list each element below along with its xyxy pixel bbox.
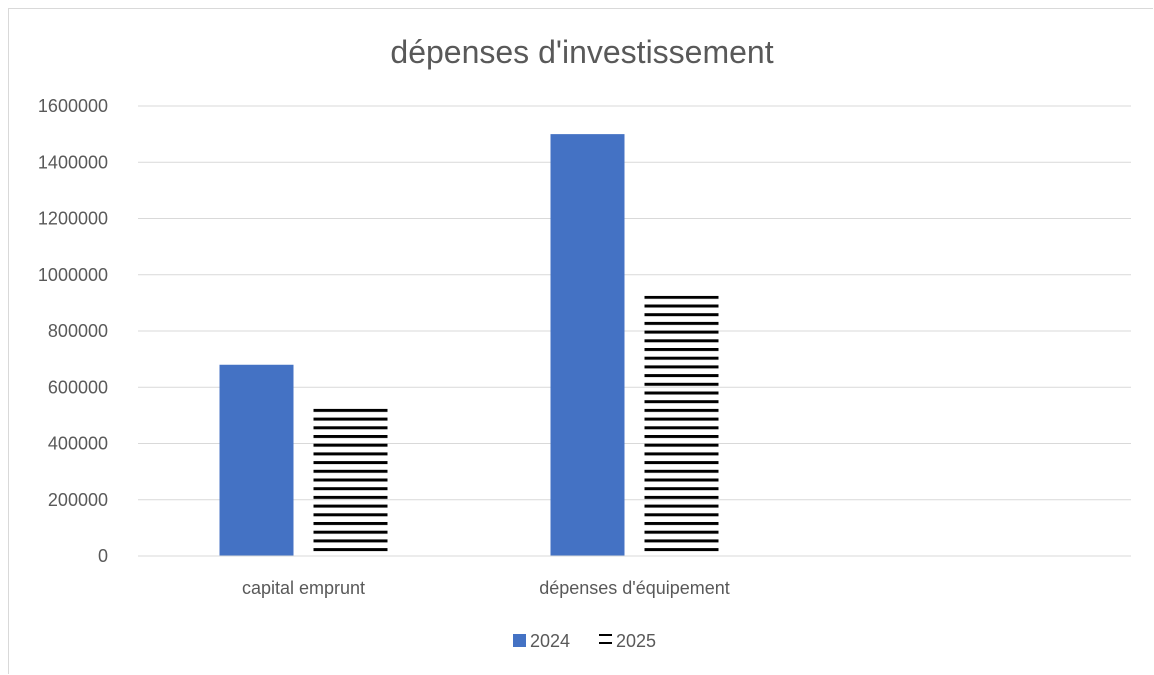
legend-label-2024: 2024	[530, 631, 570, 651]
legend-swatch-2025	[599, 634, 612, 644]
x-tick-label: capital emprunt	[242, 578, 365, 598]
legend-swatch-stripe	[599, 634, 612, 636]
legend-swatch-2024	[513, 634, 526, 647]
bar-2024-depenses-equipement	[550, 134, 625, 556]
y-tick-label: 800000	[48, 321, 108, 341]
y-tick-label: 1200000	[38, 209, 108, 229]
x-axis: capital emprunt dépenses d'équipement	[138, 555, 1131, 598]
bars	[219, 134, 719, 556]
legend-swatch-stripe	[599, 642, 612, 644]
y-tick-label: 600000	[48, 377, 108, 397]
legend: 2024 2025	[513, 631, 656, 651]
bar-2025-capital-emprunt	[313, 406, 388, 556]
y-tick-label: 0	[98, 546, 108, 566]
y-tick-label: 1400000	[38, 152, 108, 172]
legend-label-2025: 2025	[616, 631, 656, 651]
x-tick-label: dépenses d'équipement	[539, 578, 730, 598]
chart-title: dépenses d'investissement	[390, 34, 773, 70]
y-tick-label: 400000	[48, 434, 108, 454]
y-tick-label: 1000000	[38, 265, 108, 285]
bar-2025-depenses-equipement	[644, 295, 719, 556]
y-tick-label: 200000	[48, 490, 108, 510]
y-tick-label: 1600000	[38, 96, 108, 116]
bar-2024-capital-emprunt	[219, 364, 294, 556]
y-axis: 0 200000 400000 600000 800000 1000000 1200000 1…	[38, 96, 108, 566]
